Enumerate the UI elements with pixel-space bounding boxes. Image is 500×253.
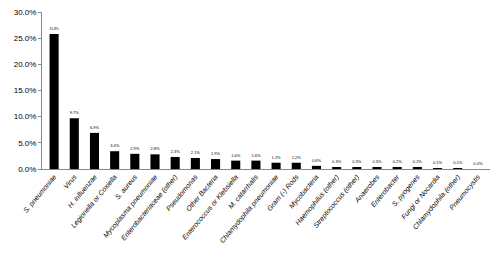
svg-text:2.1%: 2.1% bbox=[191, 150, 201, 155]
svg-text:25.0%: 25.0% bbox=[14, 34, 37, 43]
svg-text:0.3%: 0.3% bbox=[332, 159, 342, 164]
svg-text:Virus: Virus bbox=[62, 173, 78, 190]
svg-text:S. pneumoniae: S. pneumoniae bbox=[22, 173, 58, 214]
svg-text:3.4%: 3.4% bbox=[110, 143, 120, 148]
svg-text:Chlamydophila pneumoniae: Chlamydophila pneumoniae bbox=[218, 173, 280, 245]
svg-text:Anaerobes: Anaerobes bbox=[353, 173, 381, 205]
svg-text:S. aureus: S. aureus bbox=[114, 173, 139, 201]
svg-text:1.2%: 1.2% bbox=[292, 155, 302, 160]
svg-text:20.0%: 20.0% bbox=[14, 60, 37, 69]
svg-text:10.0%: 10.0% bbox=[14, 112, 37, 121]
svg-text:2.9%: 2.9% bbox=[130, 146, 140, 151]
svg-text:0.0%: 0.0% bbox=[473, 161, 483, 166]
svg-text:2.3%: 2.3% bbox=[171, 149, 181, 154]
svg-text:Haemophilus (other): Haemophilus (other) bbox=[294, 173, 341, 227]
svg-text:1.6%: 1.6% bbox=[251, 153, 261, 158]
svg-text:0.0%: 0.0% bbox=[18, 165, 36, 174]
svg-text:H. influenzae: H. influenzae bbox=[66, 173, 98, 209]
svg-text:5.0%: 5.0% bbox=[18, 139, 36, 148]
svg-text:9.7%: 9.7% bbox=[70, 110, 80, 115]
svg-text:0.2%: 0.2% bbox=[393, 159, 403, 164]
svg-text:Fungi or Nocardia: Fungi or Nocardia bbox=[400, 173, 442, 221]
svg-text:Legionella or Coxiella: Legionella or Coxiella bbox=[70, 173, 119, 229]
svg-text:6.9%: 6.9% bbox=[90, 125, 100, 130]
svg-text:Enterococcus or Klebsiella: Enterococcus or Klebsiella bbox=[181, 173, 239, 241]
svg-text:2.8%: 2.8% bbox=[150, 146, 160, 151]
svg-text:1.2%: 1.2% bbox=[272, 155, 282, 160]
svg-text:0.2%: 0.2% bbox=[413, 159, 423, 164]
svg-text:Pneumocystis: Pneumocystis bbox=[448, 173, 482, 212]
svg-text:S. pyogenes: S. pyogenes bbox=[390, 173, 421, 208]
svg-text:0.3%: 0.3% bbox=[352, 159, 362, 164]
svg-text:Streptococcus (other): Streptococcus (other) bbox=[312, 173, 361, 229]
svg-text:0.1%: 0.1% bbox=[433, 160, 443, 165]
svg-text:Pseudomonas: Pseudomonas bbox=[165, 173, 199, 212]
svg-text:Mycoplasma pneumoniae: Mycoplasma pneumoniae bbox=[102, 173, 159, 239]
svg-text:Enterobacter: Enterobacter bbox=[369, 173, 401, 209]
svg-text:15.0%: 15.0% bbox=[14, 86, 37, 95]
svg-text:M. catarrhalis: M. catarrhalis bbox=[227, 173, 260, 210]
svg-text:Gram (-) Rods: Gram (-) Rods bbox=[266, 173, 301, 213]
svg-text:Other Bacteria: Other Bacteria bbox=[185, 173, 219, 212]
svg-text:1.9%: 1.9% bbox=[211, 151, 221, 156]
svg-text:0.3%: 0.3% bbox=[372, 159, 382, 164]
svg-text:0.6%: 0.6% bbox=[312, 158, 322, 163]
svg-text:Chlamydophila (other): Chlamydophila (other) bbox=[412, 173, 462, 231]
svg-text:25.8%: 25.8% bbox=[50, 27, 59, 31]
svg-text:0.1%: 0.1% bbox=[453, 160, 463, 165]
svg-text:Mycobacteria: Mycobacteria bbox=[288, 173, 321, 210]
svg-text:Enterobacteriaceae (other): Enterobacteriaceae (other) bbox=[120, 173, 180, 242]
svg-text:1.6%: 1.6% bbox=[231, 153, 241, 158]
svg-text:30.0%: 30.0% bbox=[14, 8, 37, 17]
